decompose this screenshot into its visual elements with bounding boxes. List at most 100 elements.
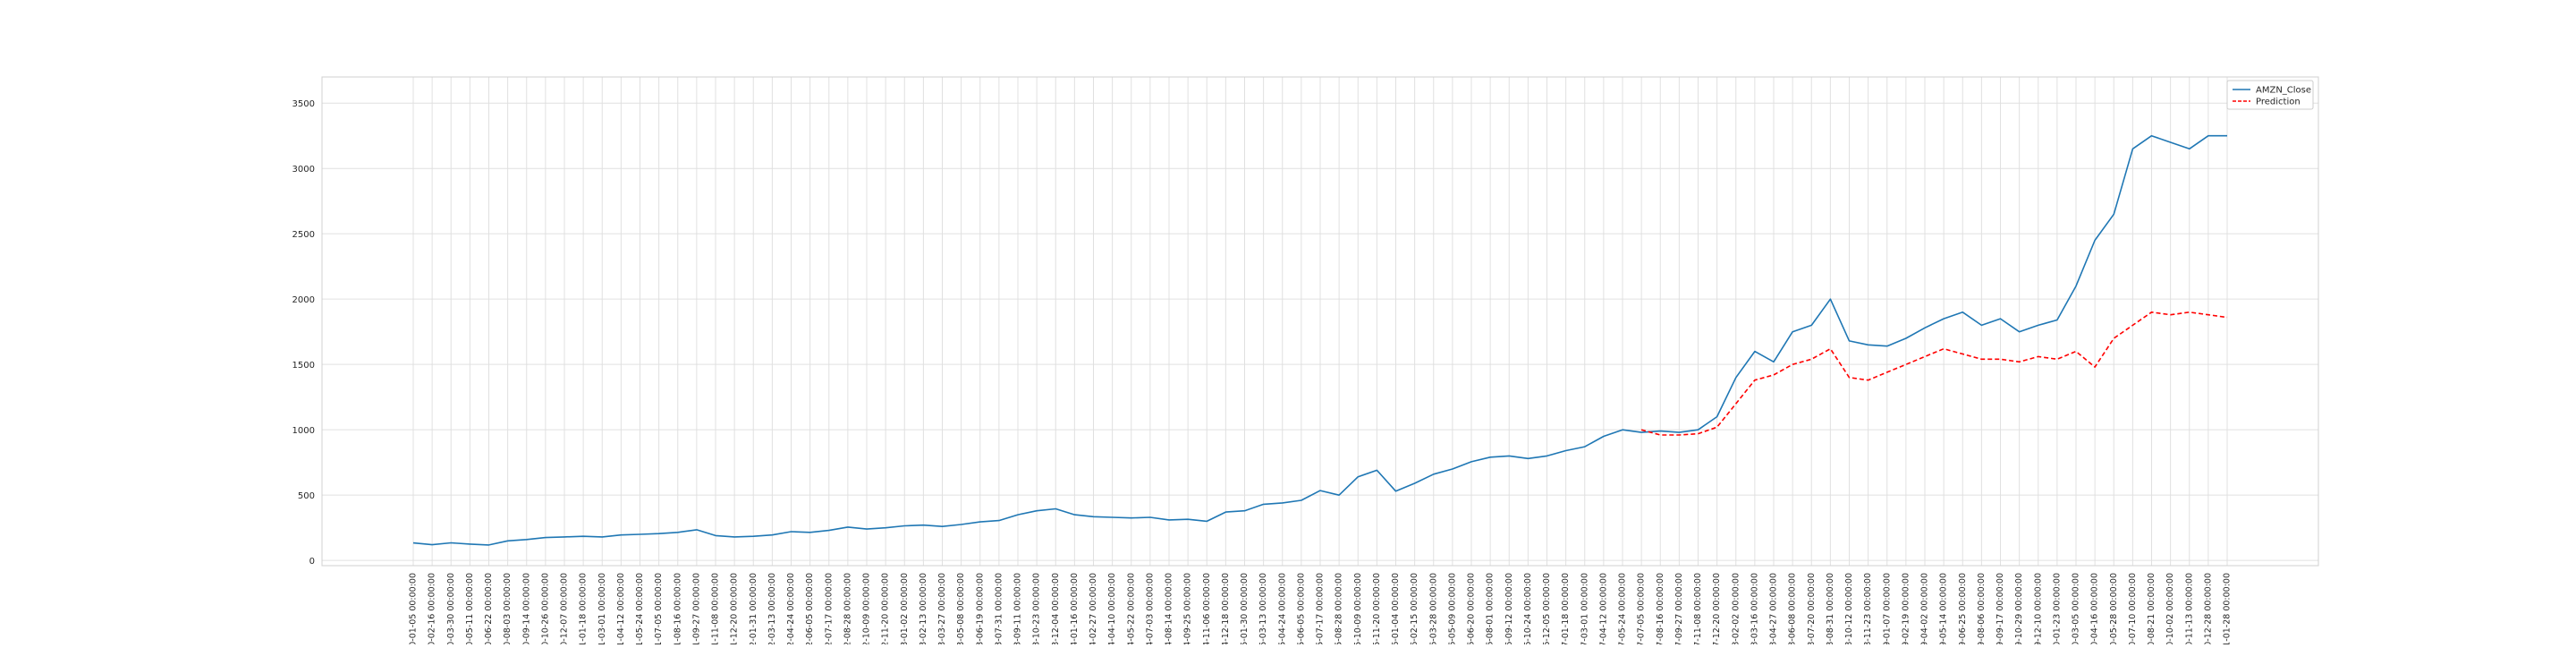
x-tick-label: 2012-04-24 00:00:00 <box>786 573 796 644</box>
x-tick-label: 2012-07-17 00:00:00 <box>824 573 834 644</box>
x-tick-label: 2014-07-03 00:00:00 <box>1145 573 1155 644</box>
x-tick-label: 2019-02-19 00:00:00 <box>1901 573 1911 644</box>
x-tick-label: 2011-11-08 00:00:00 <box>711 573 721 644</box>
x-tick-label: 2017-01-18 00:00:00 <box>1561 573 1571 644</box>
y-tick-label: 500 <box>298 491 315 501</box>
y-tick-label: 1000 <box>292 426 315 436</box>
x-tick-label: 2018-10-12 00:00:00 <box>1844 573 1854 644</box>
x-tick-label: 2014-12-18 00:00:00 <box>1221 573 1231 644</box>
legend-label: AMZN_Close <box>2256 86 2311 96</box>
x-tick-label: 2017-04-12 00:00:00 <box>1598 573 1608 644</box>
x-tick-label: 2014-02-27 00:00:00 <box>1089 573 1098 644</box>
x-tick-label: 2018-06-08 00:00:00 <box>1788 573 1798 644</box>
x-tick-label: 2011-03-01 00:00:00 <box>597 573 607 644</box>
x-tick-label: 2010-09-14 00:00:00 <box>521 573 531 644</box>
x-tick-label: 2014-09-25 00:00:00 <box>1183 573 1193 644</box>
x-tick-label: 2010-03-30 00:00:00 <box>446 573 456 644</box>
series-layer <box>412 134 2228 546</box>
grid-layer <box>322 77 2318 566</box>
x-tick-label: 2020-05-28 00:00:00 <box>2109 573 2119 644</box>
x-tick-label: 2019-01-07 00:00:00 <box>1882 573 1892 644</box>
x-tick-label: 2020-10-02 00:00:00 <box>2165 573 2175 644</box>
x-tick-label: 2016-01-04 00:00:00 <box>1391 573 1401 644</box>
x-tick-label: 2013-03-27 00:00:00 <box>937 573 947 644</box>
series-line-amzn-close <box>412 134 2227 546</box>
x-tick-label: 2019-08-06 00:00:00 <box>1977 573 1987 644</box>
x-tick-label: 2018-08-31 00:00:00 <box>1826 573 1835 644</box>
x-tick-label: 2018-02-02 00:00:00 <box>1731 573 1741 644</box>
x-tick-label: 2014-11-06 00:00:00 <box>1202 573 1212 644</box>
x-tick-label: 2010-06-22 00:00:00 <box>484 573 494 644</box>
legend-label: Prediction <box>2256 98 2301 107</box>
x-tick-label: 2017-03-01 00:00:00 <box>1580 573 1589 644</box>
x-tick-label: 2017-05-24 00:00:00 <box>1618 573 1628 644</box>
x-tick-label: 2018-04-27 00:00:00 <box>1769 573 1779 644</box>
x-tick-label: 2016-09-12 00:00:00 <box>1504 573 1514 644</box>
x-tick-label: 2019-06-25 00:00:00 <box>1958 573 1968 644</box>
x-tick-label: 2017-08-16 00:00:00 <box>1656 573 1665 644</box>
x-tick-label: 2010-10-26 00:00:00 <box>540 573 550 644</box>
x-tick-label: 2015-11-20 00:00:00 <box>1372 573 1382 644</box>
x-tick-label: 2012-03-13 00:00:00 <box>767 573 777 644</box>
x-tick-label: 2018-11-23 00:00:00 <box>1863 573 1873 644</box>
x-tick-label: 2010-02-16 00:00:00 <box>428 573 437 644</box>
x-tick-label: 2020-11-13 00:00:00 <box>2184 573 2194 644</box>
x-tick-label: 2020-07-10 00:00:00 <box>2128 573 2138 644</box>
x-tick-label: 2013-01-02 00:00:00 <box>900 573 910 644</box>
x-tick-label: 2015-01-30 00:00:00 <box>1240 573 1250 644</box>
series-line-prediction <box>1640 311 2228 436</box>
y-tick-label: 1500 <box>292 361 315 371</box>
x-tick-label: 2016-03-28 00:00:00 <box>1428 573 1438 644</box>
x-tick-label: 2015-07-17 00:00:00 <box>1316 573 1326 644</box>
x-tick-label: 2013-12-04 00:00:00 <box>1051 573 1061 644</box>
x-tick-label: 2020-08-21 00:00:00 <box>2147 573 2157 644</box>
x-tick-label: 2018-03-16 00:00:00 <box>1750 573 1759 644</box>
x-tick-label: 2016-08-01 00:00:00 <box>1486 573 1496 644</box>
x-tick-label: 2011-05-24 00:00:00 <box>635 573 645 644</box>
x-tick-label: 2013-06-19 00:00:00 <box>975 573 985 644</box>
x-tick-label: 2016-05-09 00:00:00 <box>1447 573 1457 644</box>
x-tick-label: 2012-06-05 00:00:00 <box>805 573 815 644</box>
x-tick-label: 2014-01-16 00:00:00 <box>1070 573 1080 644</box>
x-tick-label: 2013-10-23 00:00:00 <box>1032 573 1042 644</box>
x-tick-label: 2017-12-20 00:00:00 <box>1712 573 1722 644</box>
x-tick-label: 2019-09-17 00:00:00 <box>1996 573 2005 644</box>
x-tick-label: 2011-01-18 00:00:00 <box>579 573 589 644</box>
x-tick-label: 2019-12-10 00:00:00 <box>2033 573 2043 644</box>
x-tick-label: 2012-10-09 00:00:00 <box>862 573 872 644</box>
x-tick-label: 2016-06-20 00:00:00 <box>1467 573 1477 644</box>
x-tick-label: 2015-03-13 00:00:00 <box>1258 573 1268 644</box>
x-tick-label: 2013-09-11 00:00:00 <box>1013 573 1023 644</box>
x-tick-label: 2020-04-16 00:00:00 <box>2090 573 2100 644</box>
x-tick-label: 2014-04-10 00:00:00 <box>1107 573 1117 644</box>
x-tick-label: 2020-03-05 00:00:00 <box>2072 573 2081 644</box>
x-tick-label: 2012-08-28 00:00:00 <box>843 573 852 644</box>
x-tick-label: 2013-05-08 00:00:00 <box>956 573 966 644</box>
plot-frame <box>321 76 2319 567</box>
legend: AMZN_Close Prediction <box>2226 80 2314 110</box>
y-tick-label: 2000 <box>292 295 315 305</box>
x-tick-label: 2014-05-22 00:00:00 <box>1126 573 1136 644</box>
x-tick-label: 2013-02-13 00:00:00 <box>919 573 928 644</box>
x-tick-label: 2013-07-31 00:00:00 <box>994 573 1004 644</box>
x-tick-label: 2014-08-14 00:00:00 <box>1165 573 1174 644</box>
x-tick-label: 2011-04-12 00:00:00 <box>616 573 626 644</box>
x-tick-label: 2019-05-14 00:00:00 <box>1939 573 1949 644</box>
x-tick-label: 2015-06-05 00:00:00 <box>1296 573 1306 644</box>
x-tick-label: 2011-08-16 00:00:00 <box>673 573 682 644</box>
x-tick-label: 2020-01-23 00:00:00 <box>2052 573 2062 644</box>
x-tick-label: 2017-11-08 00:00:00 <box>1693 573 1703 644</box>
x-tick-label: 2012-11-20 00:00:00 <box>881 573 891 644</box>
x-tick-label: 2016-12-05 00:00:00 <box>1542 573 1552 644</box>
x-tick-label: 2017-07-05 00:00:00 <box>1637 573 1647 644</box>
x-tick-label: 2021-01-28 00:00:00 <box>2223 573 2233 644</box>
x-tick-label: 2015-10-09 00:00:00 <box>1353 573 1363 644</box>
x-tick-label: 2015-08-28 00:00:00 <box>1335 573 1344 644</box>
x-tick-label: 2016-10-24 00:00:00 <box>1523 573 1533 644</box>
y-tick-label: 3000 <box>292 165 315 175</box>
x-tick-label: 2010-12-07 00:00:00 <box>560 573 570 644</box>
x-tick-label: 2015-04-24 00:00:00 <box>1277 573 1287 644</box>
x-tick-label: 2018-07-20 00:00:00 <box>1807 573 1817 644</box>
